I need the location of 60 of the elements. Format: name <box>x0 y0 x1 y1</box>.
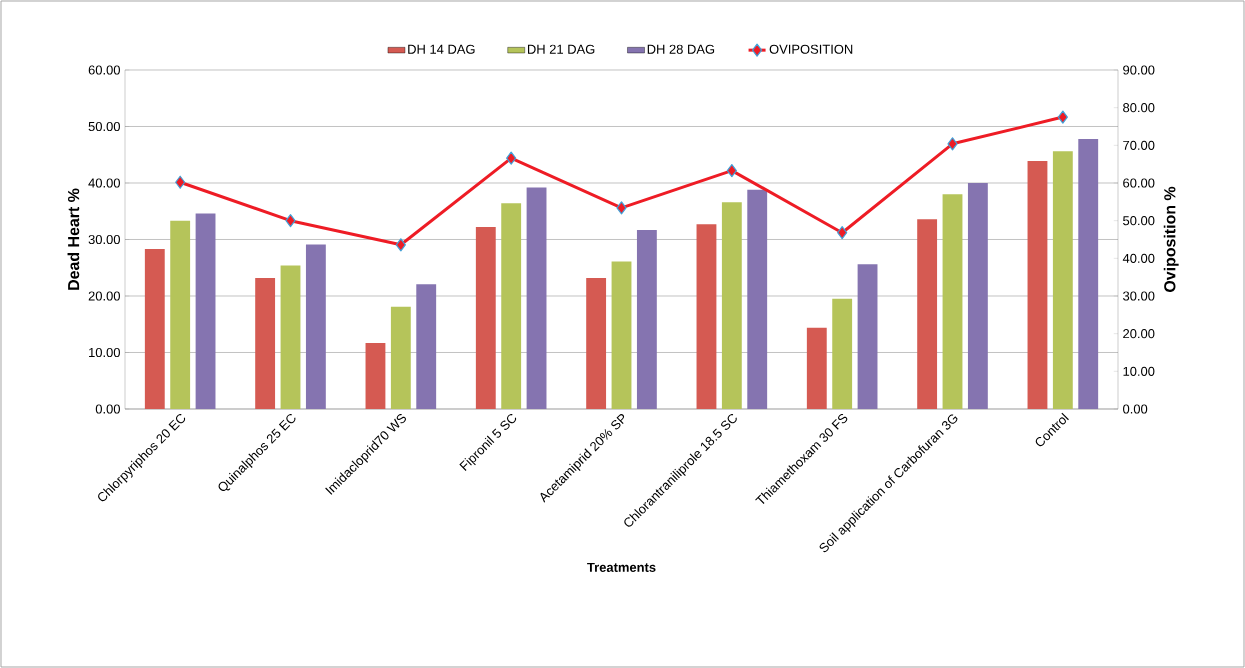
point <box>1057 110 1068 124</box>
y2-tick-label: 30.00 <box>1123 291 1155 301</box>
legend-label: DH 14 DAG <box>408 44 475 54</box>
legend-label: DH 21 DAG <box>527 44 595 54</box>
bar <box>255 277 276 409</box>
y-tick-label: 40.00 <box>88 178 120 188</box>
bar <box>942 194 963 409</box>
y2-axis-title: Oviposition % <box>1163 186 1179 292</box>
y-tick-label: 10.00 <box>89 347 120 358</box>
point <box>175 175 186 189</box>
y-axis-title: Dead Heart % <box>67 188 80 290</box>
bar <box>390 306 411 409</box>
bar <box>195 213 216 409</box>
y-tick-label: 30.00 <box>88 234 120 245</box>
y2-tick-label: 10.00 <box>1123 366 1155 376</box>
legend-label: DH 28 DAG <box>647 44 715 54</box>
y-tick-label: 0.00 <box>95 404 120 414</box>
bar <box>696 224 717 409</box>
y2-tick-label: 60.00 <box>1123 178 1155 188</box>
bar <box>636 229 657 409</box>
y-tick-label: 60.00 <box>88 65 120 75</box>
bar <box>586 277 607 409</box>
point <box>285 214 296 228</box>
bar <box>721 202 742 409</box>
bar <box>501 203 522 409</box>
bar <box>611 261 632 409</box>
legend-label: OVIPOSITION <box>769 44 853 54</box>
point <box>726 163 737 178</box>
y2-tick-label: 40.00 <box>1122 253 1155 263</box>
y-tick-label: 20.00 <box>88 291 120 301</box>
point <box>837 226 848 240</box>
x-axis-title: Treatments <box>587 562 656 572</box>
y2-tick-label: 90.00 <box>1123 65 1155 75</box>
bar <box>280 265 301 409</box>
bar <box>170 220 191 409</box>
bar <box>365 342 386 409</box>
bar <box>857 264 878 409</box>
point <box>506 151 517 165</box>
bar <box>526 187 547 409</box>
bar <box>1027 160 1048 409</box>
bar <box>832 298 853 409</box>
bar <box>475 227 496 409</box>
point <box>395 238 406 252</box>
y2-tick-label: 20.00 <box>1123 329 1155 339</box>
y2-tick-label: 50.00 <box>1123 216 1155 226</box>
point <box>616 201 627 215</box>
y2-tick-label: 80.00 <box>1123 103 1155 113</box>
bar <box>416 284 437 409</box>
bar <box>917 219 938 409</box>
bar <box>305 244 326 409</box>
bar <box>1052 151 1073 409</box>
bar <box>144 249 165 409</box>
bar <box>1078 138 1099 409</box>
bar <box>747 189 768 409</box>
y2-tick-label: 0.00 <box>1123 404 1148 414</box>
bar <box>967 182 988 409</box>
y2-tick-label: 70.00 <box>1123 140 1155 150</box>
y-tick-label: 50.00 <box>88 121 120 132</box>
point <box>947 137 958 151</box>
bar <box>806 327 827 409</box>
